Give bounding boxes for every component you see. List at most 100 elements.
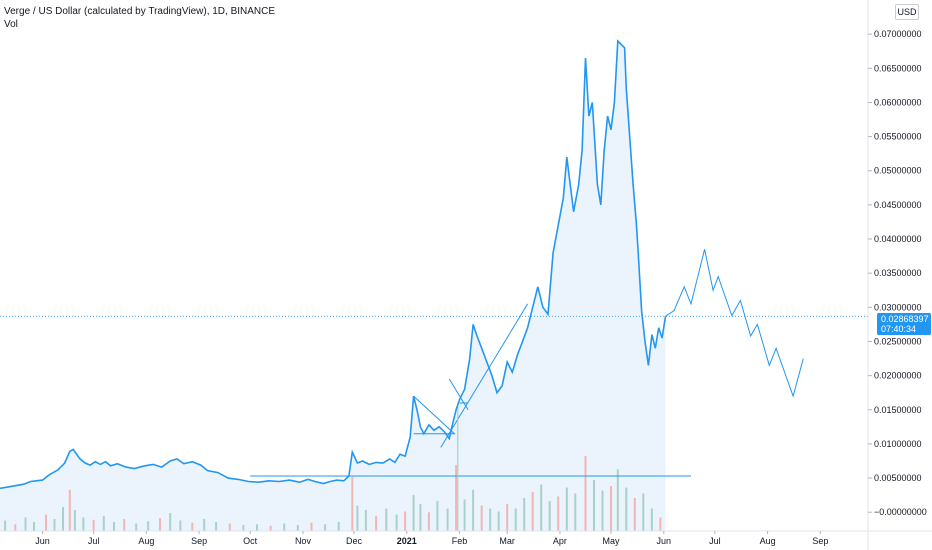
y-tick-label: −0.00000000: [874, 507, 927, 517]
y-tick-label: 0.03500000: [874, 268, 922, 278]
volume-bar: [283, 523, 286, 531]
volume-bar: [82, 517, 85, 531]
volume-bar: [489, 508, 492, 531]
area-fill-layer: [0, 41, 666, 531]
volume-bar: [625, 487, 628, 531]
trend-line-drawing[interactable]: [440, 303, 529, 448]
x-tick-label: Jul: [88, 536, 100, 546]
volume-bar: [412, 495, 415, 531]
x-tick-label: Dec: [346, 536, 363, 546]
volume-bar: [565, 487, 568, 531]
y-axis: −0.00000000 0.00500000 0.01000000 0.0150000…: [868, 29, 927, 517]
volume-bar: [324, 524, 327, 532]
volume-bar: [92, 519, 95, 532]
volume-bar: [24, 517, 27, 531]
volume-bar: [395, 514, 398, 531]
volume-bar: [574, 493, 577, 531]
x-tick-label: Oct: [243, 536, 258, 546]
volume-bar: [147, 521, 150, 532]
y-tick-label: 0.03000000: [874, 302, 922, 312]
volume-bar: [446, 508, 449, 531]
x-tick-label: Nov: [295, 536, 312, 546]
volume-bar: [310, 522, 313, 532]
volume-bar: [356, 505, 359, 531]
volume-bar: [53, 519, 56, 531]
volume-bar: [404, 511, 407, 531]
y-tick-label: 0.02500000: [874, 336, 922, 346]
y-tick-label: 0.04500000: [874, 200, 922, 210]
x-tick-label: May: [602, 536, 620, 546]
volume-bar: [296, 525, 299, 531]
price-scale-panel[interactable]: [868, 0, 932, 550]
volume-bar: [159, 518, 161, 532]
volume-bar: [593, 480, 595, 531]
annotation-layer: [0, 303, 868, 531]
volume-bar: [113, 522, 115, 531]
volume-bar: [642, 493, 645, 531]
volume-bar: [256, 524, 258, 532]
triangle-drawing[interactable]: [413, 395, 456, 435]
y-tick-label: 0.06500000: [874, 63, 922, 73]
volume-bar: [375, 516, 378, 531]
volume-bar: [45, 514, 47, 531]
x-axis: Jun Jul Aug Sep Oct Nov Dec 2021 Feb Mar Apr May Jun…: [35, 531, 828, 546]
price-area-fill: [0, 41, 666, 531]
volume-bar: [531, 492, 534, 531]
volume-bar: [540, 484, 543, 531]
volume-bar: [455, 465, 458, 531]
volume-bar: [179, 520, 182, 531]
volume-bar: [62, 507, 64, 531]
volume-bar: [203, 519, 206, 531]
price-tag-countdown: 07:40:34: [881, 324, 916, 334]
volume-bar: [506, 504, 509, 531]
volume-bar: [557, 496, 560, 531]
volume-bar: [610, 486, 612, 531]
volume-bar: [73, 510, 76, 531]
volume-bar: [436, 501, 439, 531]
volume-bar: [14, 524, 17, 532]
x-tick-label: Apr: [553, 536, 567, 546]
x-tick-label: Aug: [760, 536, 776, 546]
last-price-tag: 0.02868397 07:40:34: [877, 313, 931, 335]
volume-bar: [480, 505, 483, 531]
volume-bar: [364, 510, 367, 531]
volume-bar: [337, 522, 340, 531]
volume-bar: [215, 522, 218, 531]
volume-bar: [601, 490, 604, 531]
volume-bar: [523, 498, 526, 531]
volume-bar: [514, 508, 517, 531]
y-tick-label: 0.01000000: [874, 439, 922, 449]
series-layer: [0, 39, 804, 490]
x-tick-label: Jun: [35, 536, 50, 546]
volume-bar: [427, 512, 430, 532]
volume-bar: [169, 513, 172, 531]
x-tick-label: Jul: [709, 536, 721, 546]
volume-bar: [659, 517, 662, 531]
projection-line: [665, 249, 804, 398]
volume-bar: [228, 523, 231, 531]
trend-line-drawing[interactable]: [448, 378, 469, 411]
volume-bar: [4, 520, 7, 531]
volume-bar: [351, 477, 354, 531]
price-tag-box: [877, 313, 931, 335]
volume-bar: [102, 516, 105, 531]
volume-bar: [548, 501, 551, 531]
volume-bar: [68, 489, 71, 532]
y-tick-label: 0.04000000: [874, 234, 922, 244]
price-tag-price: 0.02868397: [881, 314, 929, 324]
x-tick-label: Aug: [138, 536, 154, 546]
y-tick-label: 0.05500000: [874, 132, 922, 142]
volume-bar: [584, 456, 587, 531]
volume-bar: [123, 519, 126, 531]
volume-bar: [616, 469, 619, 531]
y-tick-label: 0.07000000: [874, 29, 922, 39]
x-tick-label: Sep: [812, 536, 828, 546]
volume-bar: [33, 522, 35, 531]
currency-button[interactable]: USD: [895, 4, 919, 20]
y-tick-label: 0.00500000: [874, 473, 922, 483]
volume-bar: [472, 489, 475, 532]
y-tick-label: 0.02000000: [874, 371, 922, 381]
volume-bar: [385, 508, 388, 531]
